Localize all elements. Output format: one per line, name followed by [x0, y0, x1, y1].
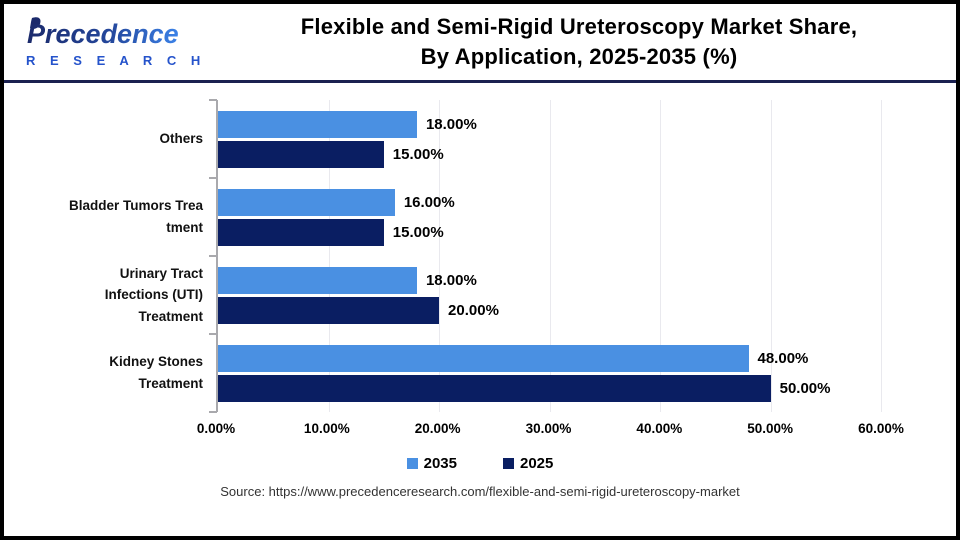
source-text: Source: https://www.precedenceresearch.c…	[220, 484, 740, 499]
bar-2035	[218, 110, 417, 138]
category-label: Urinary Tract Infections (UTI) Treatment	[104, 265, 203, 324]
legend-label: 2025	[520, 455, 554, 472]
bar-2025	[218, 218, 384, 246]
bar-2035	[218, 266, 417, 294]
chart-title: Flexible and Semi-Rigid Ureteroscopy Mar…	[216, 12, 956, 71]
category-bar-group: 18.00% 20.00%	[218, 256, 928, 334]
bar-line: 18.00%	[218, 110, 928, 138]
x-axis-tick-label: 40.00%	[636, 421, 683, 436]
x-axis-tick-label: 10.00%	[303, 421, 350, 436]
category-axis: Others Bladder Tumors Trea tment Urinary T…	[4, 100, 216, 412]
header: Precedence R E S E A R C H Flexible and …	[4, 4, 956, 80]
bar-value-label: 48.00%	[757, 349, 809, 367]
bar-value-label: 50.00%	[779, 379, 831, 397]
bar-value-label: 15.00%	[392, 145, 444, 163]
category-label: Bladder Tumors Trea tment	[68, 198, 203, 235]
category-label: Kidney Stones Treatment	[109, 354, 203, 391]
bar-line: 15.00%	[218, 218, 928, 246]
bar-2035	[218, 344, 749, 372]
bar-line: 48.00%	[218, 344, 928, 372]
gridline	[439, 100, 441, 412]
y-axis-tick	[209, 177, 217, 179]
legend-swatch-icon	[503, 458, 514, 469]
bar-rows: 18.00% 15.00% 16.00% 15.00% 18.00% 20.00…	[218, 100, 928, 412]
category-bar-group: 48.00% 50.00%	[218, 334, 928, 412]
legend-item-2025: 2025	[503, 455, 553, 472]
category-bar-group: 16.00% 15.00%	[218, 178, 928, 256]
logo-research-text: R E S E A R C H	[26, 53, 206, 68]
leaf-icon	[30, 17, 41, 29]
plot-area: 18.00% 15.00% 16.00% 15.00% 18.00% 20.00…	[209, 99, 928, 413]
gridline	[881, 100, 883, 412]
x-axis-tick-label: 0.00%	[196, 421, 236, 436]
y-axis-tick	[209, 333, 217, 335]
chart-title-line2: By Application, 2025-2035 (%)	[420, 44, 738, 69]
category-label: Others	[159, 131, 203, 147]
header-divider	[4, 80, 956, 83]
legend: 2035 2025	[4, 455, 956, 472]
x-axis-tick-label: 30.00%	[525, 421, 572, 436]
chart-title-line1: Flexible and Semi-Rigid Ureteroscopy Mar…	[300, 14, 858, 40]
logo-brand-text: Precedence	[27, 19, 179, 49]
bar-line: 15.00%	[218, 140, 928, 168]
logo-wordmark-icon: Precedence	[27, 17, 179, 49]
bar-line: 20.00%	[218, 296, 928, 324]
bar-value-label: 15.00%	[392, 223, 444, 241]
bar-line: 18.00%	[218, 266, 928, 294]
x-axis-tick-label: 50.00%	[747, 421, 794, 436]
bar-line: 50.00%	[218, 374, 928, 402]
y-axis-tick	[209, 99, 217, 101]
gridline	[328, 100, 330, 412]
bar-value-label: 18.00%	[425, 115, 477, 133]
gridline	[770, 100, 772, 412]
y-axis-tick	[209, 255, 217, 257]
bar-2025	[218, 296, 440, 324]
bar-value-label: 20.00%	[448, 301, 499, 319]
bar-chart: Others Bladder Tumors Trea tment Urinary T…	[4, 99, 956, 413]
gridline	[660, 100, 662, 412]
bar-value-label: 16.00%	[403, 193, 455, 211]
legend-swatch-icon	[406, 458, 418, 469]
bar-value-label: 18.00%	[425, 271, 477, 289]
bar-line: 16.00%	[218, 188, 928, 216]
gridline	[549, 100, 551, 412]
category-bar-group: 18.00% 15.00%	[218, 100, 928, 178]
legend-item-2035: 2035	[406, 455, 457, 472]
x-axis-tick-label: 20.00%	[414, 421, 461, 436]
legend-label: 2035	[423, 455, 457, 472]
x-axis: 0.00% 10.00% 20.00% 30.00% 40.00% 50.00% 60.00…	[197, 412, 928, 442]
bar-2025	[218, 140, 384, 168]
precedence-research-logo: Precedence R E S E A R C H	[4, 16, 216, 68]
bar-2035	[218, 188, 395, 216]
x-axis-tick-label: 60.00%	[858, 421, 904, 436]
y-axis-tick	[209, 411, 217, 413]
bar-2025	[218, 374, 771, 402]
